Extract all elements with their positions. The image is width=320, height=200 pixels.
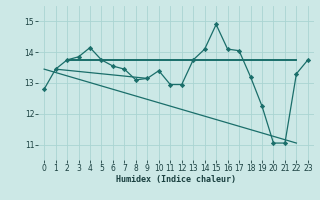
X-axis label: Humidex (Indice chaleur): Humidex (Indice chaleur) bbox=[116, 175, 236, 184]
